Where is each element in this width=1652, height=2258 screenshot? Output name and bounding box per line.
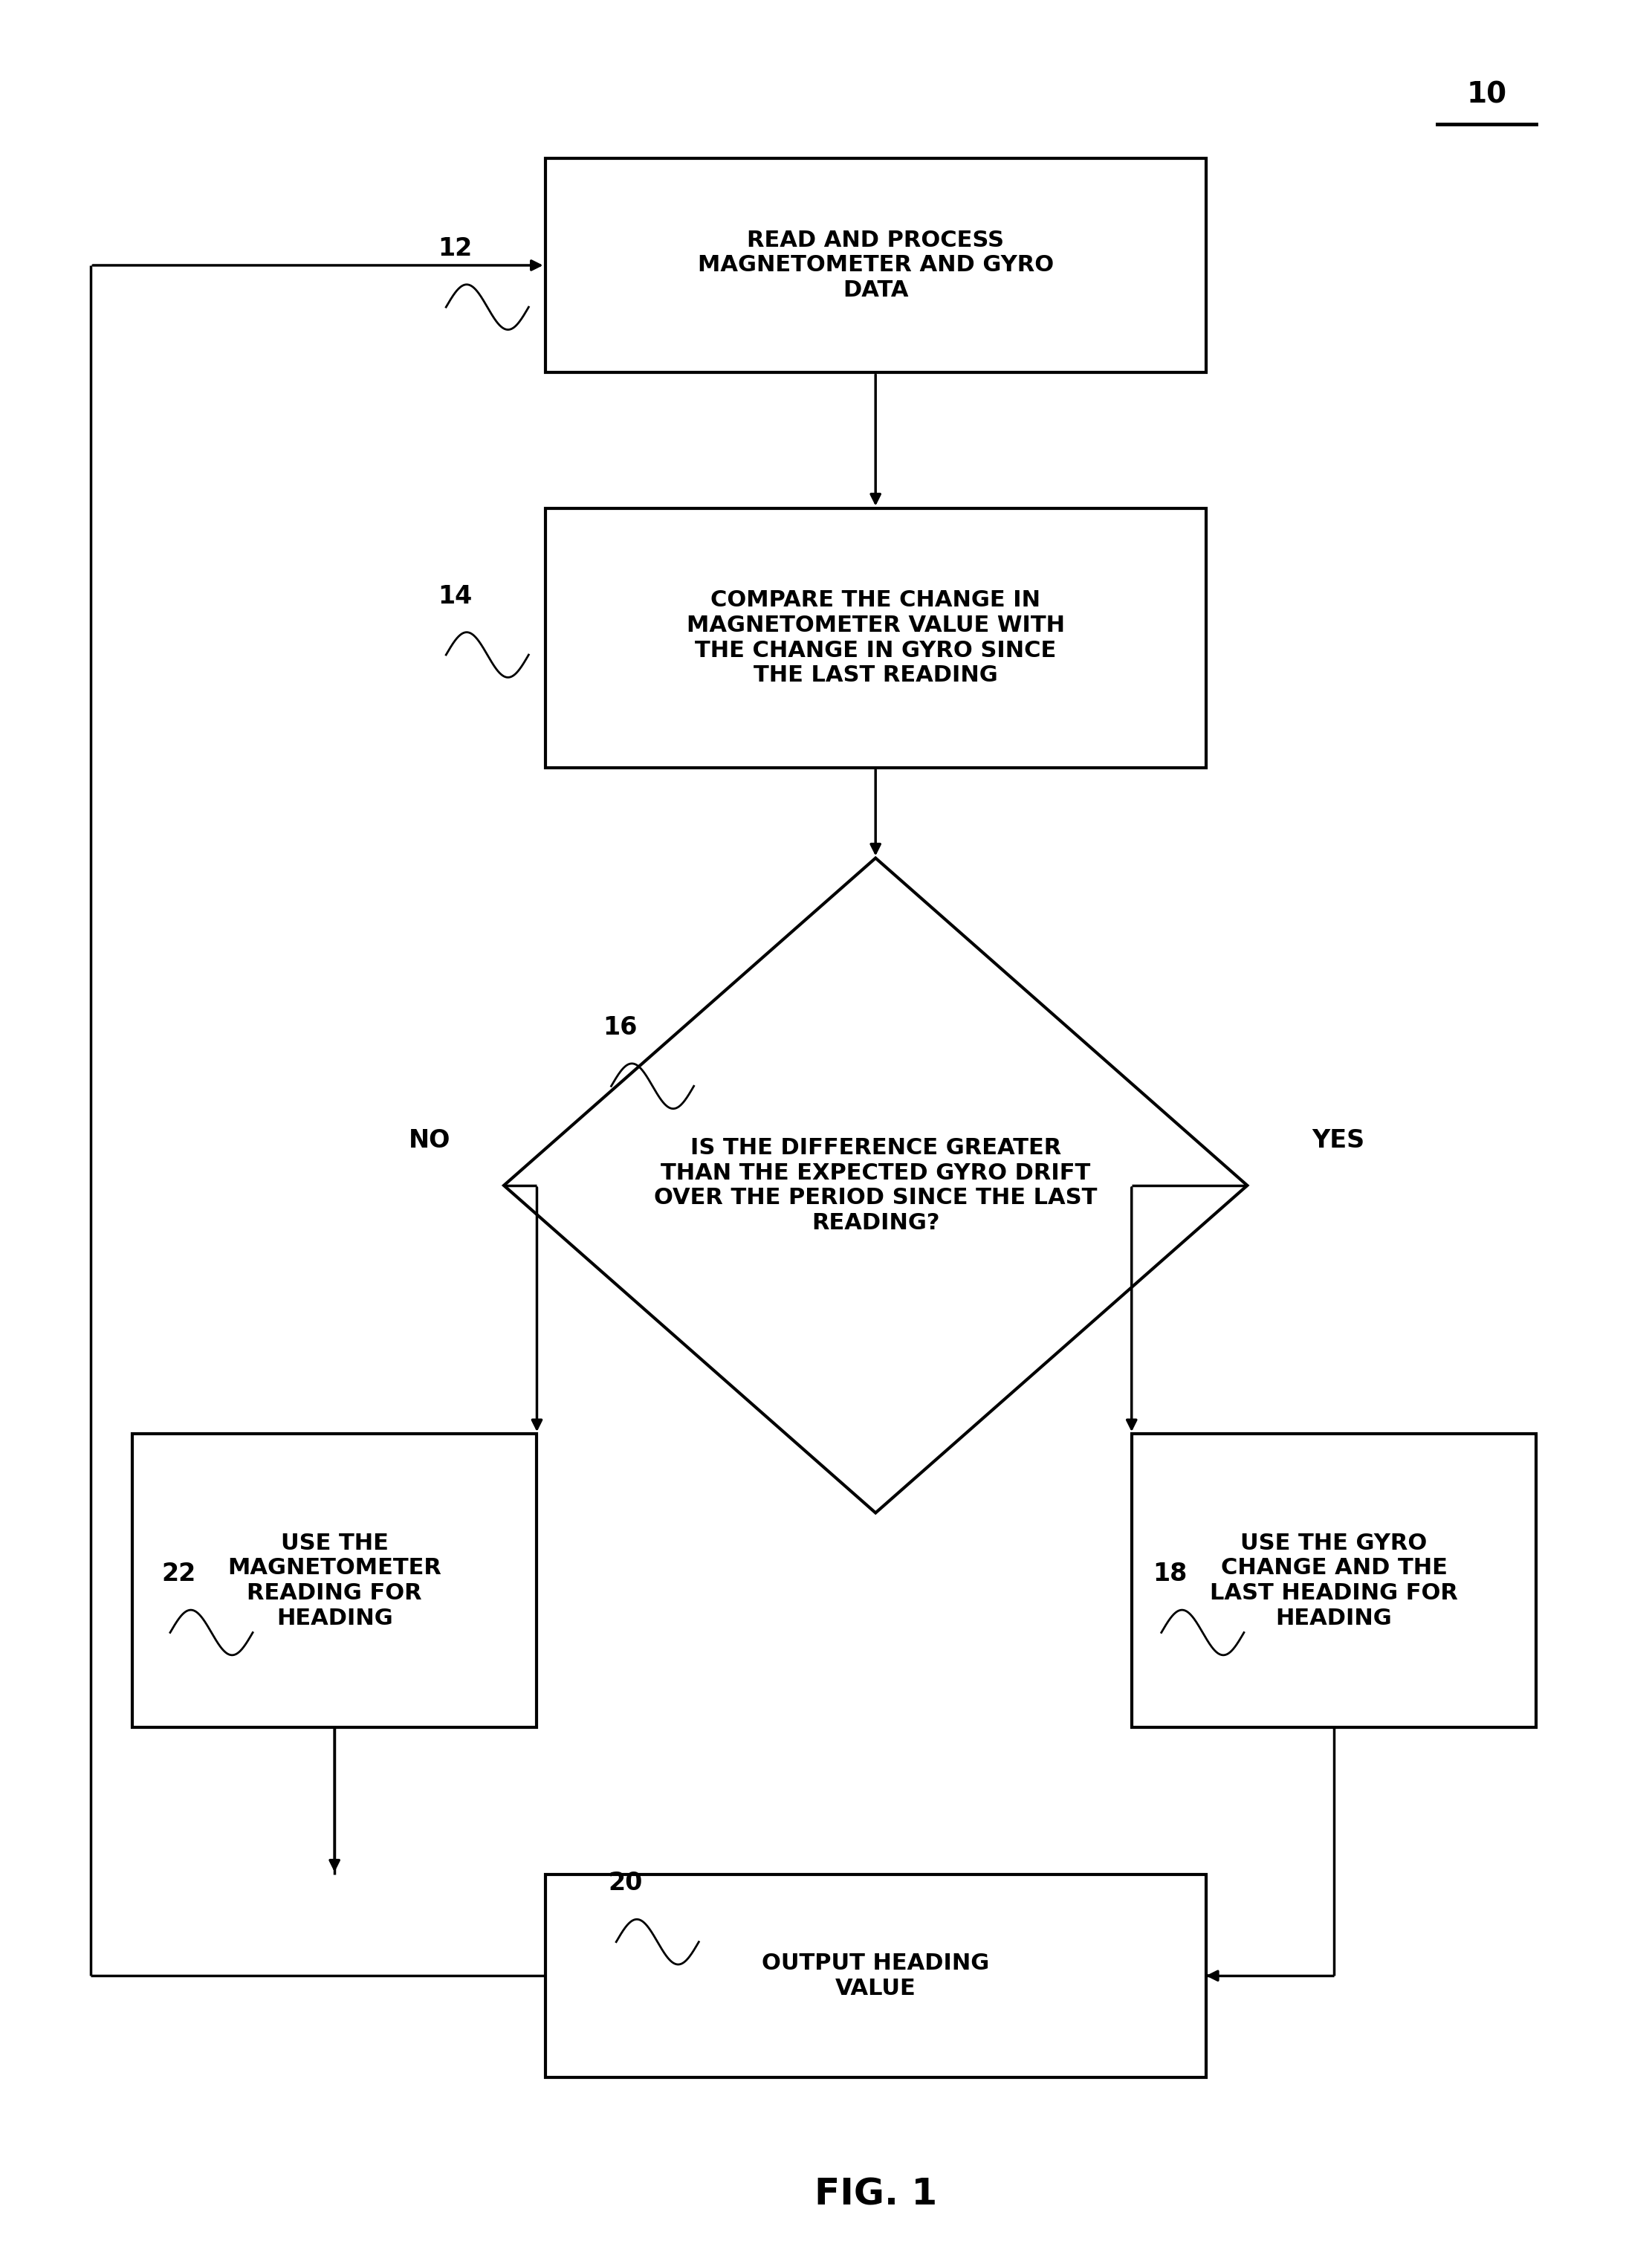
FancyBboxPatch shape (545, 158, 1206, 373)
Text: 22: 22 (162, 1563, 197, 1585)
FancyBboxPatch shape (132, 1434, 537, 1727)
Text: OUTPUT HEADING
VALUE: OUTPUT HEADING VALUE (762, 1953, 990, 1998)
Text: USE THE GYRO
CHANGE AND THE
LAST HEADING FOR
HEADING: USE THE GYRO CHANGE AND THE LAST HEADING… (1209, 1533, 1459, 1628)
Text: IS THE DIFFERENCE GREATER
THAN THE EXPECTED GYRO DRIFT
OVER THE PERIOD SINCE THE: IS THE DIFFERENCE GREATER THAN THE EXPEC… (654, 1138, 1097, 1233)
Text: COMPARE THE CHANGE IN
MAGNETOMETER VALUE WITH
THE CHANGE IN GYRO SINCE
THE LAST : COMPARE THE CHANGE IN MAGNETOMETER VALUE… (687, 589, 1064, 686)
Text: YES: YES (1312, 1129, 1365, 1152)
Text: FIG. 1: FIG. 1 (814, 2177, 937, 2213)
Text: READ AND PROCESS
MAGNETOMETER AND GYRO
DATA: READ AND PROCESS MAGNETOMETER AND GYRO D… (697, 230, 1054, 300)
Text: 16: 16 (603, 1016, 638, 1039)
Text: 14: 14 (438, 585, 472, 607)
Polygon shape (504, 858, 1247, 1513)
Text: USE THE
MAGNETOMETER
READING FOR
HEADING: USE THE MAGNETOMETER READING FOR HEADING (228, 1533, 441, 1628)
FancyBboxPatch shape (545, 508, 1206, 768)
Text: 18: 18 (1153, 1563, 1188, 1585)
FancyBboxPatch shape (1132, 1434, 1536, 1727)
Text: 20: 20 (608, 1872, 643, 1894)
Text: 10: 10 (1467, 81, 1507, 108)
Text: 12: 12 (438, 237, 472, 260)
FancyBboxPatch shape (545, 1874, 1206, 2077)
Text: NO: NO (408, 1129, 451, 1152)
